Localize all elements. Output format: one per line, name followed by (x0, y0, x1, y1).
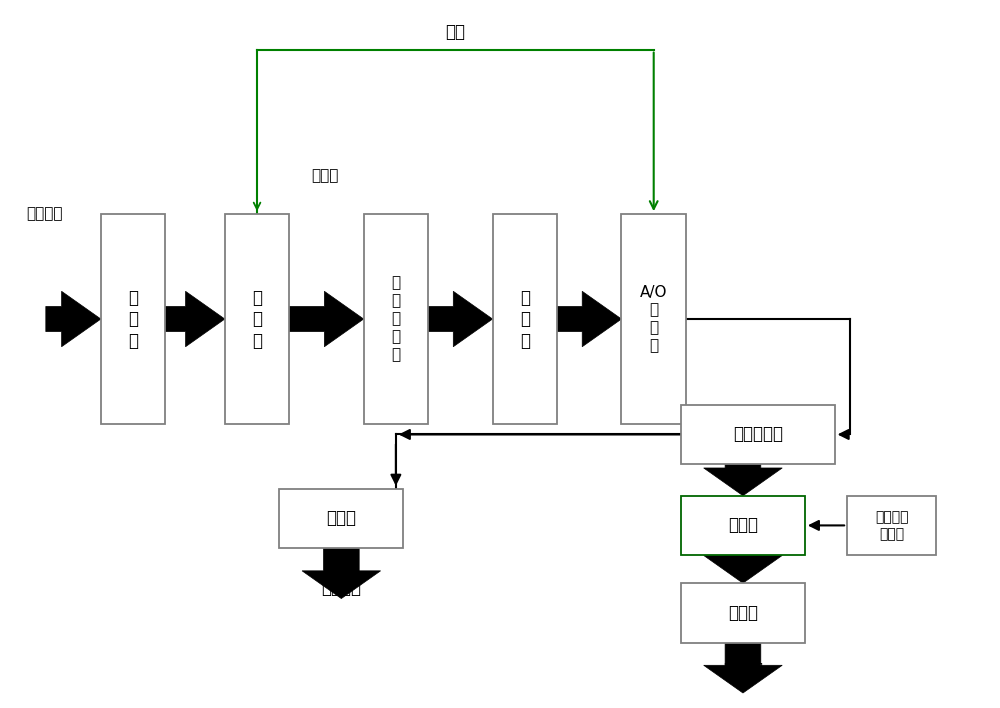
Text: A/O
反
应
池: A/O 反 应 池 (640, 285, 667, 353)
Text: 提升泵: 提升泵 (311, 168, 338, 183)
Text: 集
水
池: 集 水 池 (128, 289, 138, 350)
Text: 混
凝
沉
淀
池: 混 凝 沉 淀 池 (391, 275, 400, 362)
Text: 综合废水: 综合废水 (26, 207, 62, 222)
FancyBboxPatch shape (101, 214, 165, 424)
Text: 风机: 风机 (445, 23, 465, 41)
FancyBboxPatch shape (681, 405, 835, 464)
Polygon shape (704, 464, 782, 496)
Text: 二级沉淀池: 二级沉淀池 (733, 426, 783, 443)
Text: 调
节
池: 调 节 池 (252, 289, 262, 350)
FancyBboxPatch shape (364, 214, 428, 424)
Polygon shape (302, 548, 381, 598)
FancyBboxPatch shape (681, 496, 805, 555)
Polygon shape (704, 643, 782, 693)
FancyBboxPatch shape (279, 489, 403, 548)
Text: 达标外排: 达标外排 (723, 661, 763, 679)
Polygon shape (428, 291, 493, 347)
Polygon shape (704, 555, 782, 583)
Polygon shape (46, 291, 101, 347)
Text: 污泥池: 污泥池 (326, 510, 356, 527)
FancyBboxPatch shape (225, 214, 289, 424)
FancyBboxPatch shape (681, 583, 805, 643)
Polygon shape (165, 291, 225, 347)
Text: 消毒池: 消毒池 (728, 516, 758, 535)
Text: 二氧化氯
发生器: 二氧化氯 发生器 (875, 510, 908, 541)
FancyBboxPatch shape (847, 496, 936, 555)
FancyBboxPatch shape (493, 214, 557, 424)
FancyBboxPatch shape (621, 214, 686, 424)
Polygon shape (557, 291, 621, 347)
Polygon shape (289, 291, 364, 347)
Text: 排放池: 排放池 (728, 604, 758, 622)
Text: 污泥外运: 污泥外运 (321, 579, 361, 598)
Text: 厌
氧
池: 厌 氧 池 (520, 289, 530, 350)
